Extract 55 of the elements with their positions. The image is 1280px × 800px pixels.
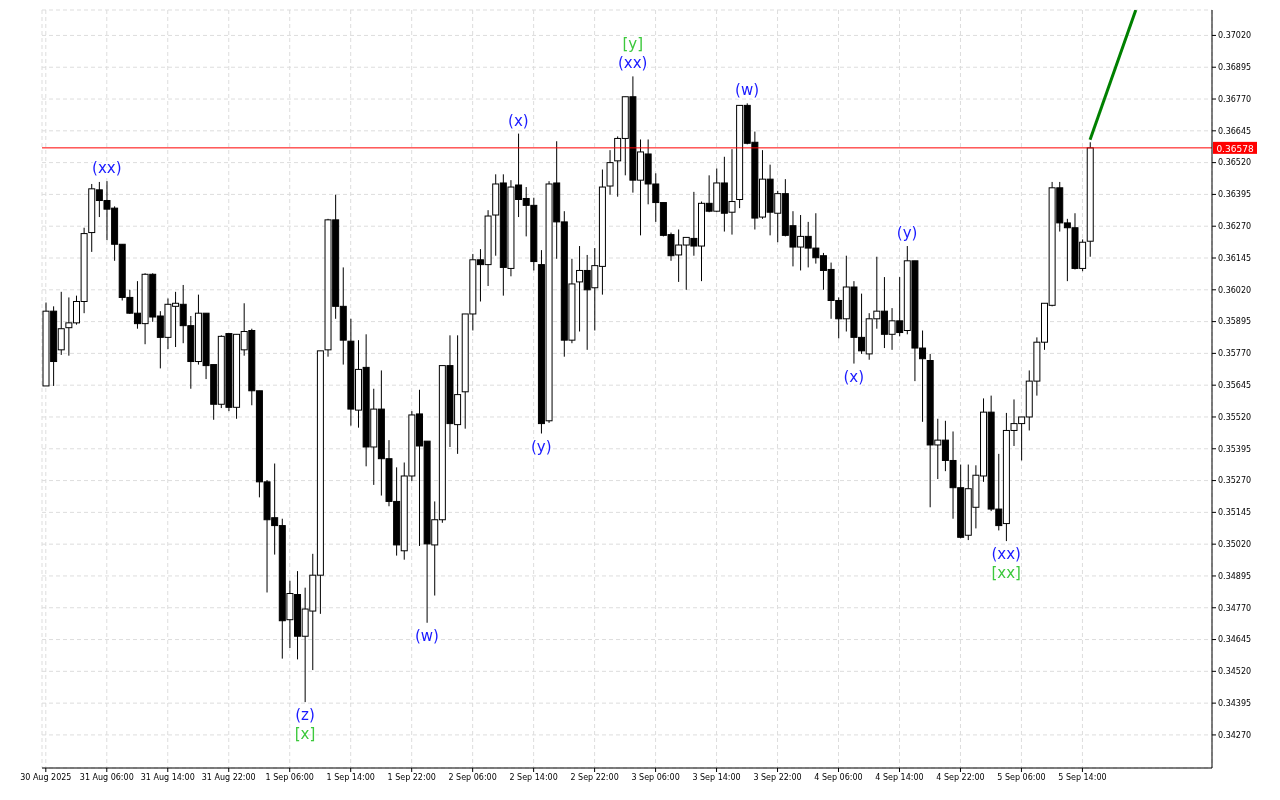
annotation: (x) <box>508 111 529 130</box>
annotation: (xx) <box>617 54 648 73</box>
y-tick-label: 0.37020 <box>1218 31 1252 41</box>
x-tick-label: 3 Sep 06:00 <box>631 772 680 782</box>
ref-line-label: 0.36578 <box>1216 143 1254 154</box>
y-tick-label: 0.36645 <box>1218 126 1252 136</box>
x-tick-label: 3 Sep 14:00 <box>692 772 741 782</box>
y-tick-label: 0.35270 <box>1218 476 1252 486</box>
annotation: (w) <box>414 626 439 645</box>
y-tick-label: 0.34645 <box>1218 635 1252 645</box>
y-tick-label: 0.36895 <box>1218 63 1252 73</box>
y-tick-label: 0.34395 <box>1218 698 1252 708</box>
x-tick-label: 30 Aug 2025 <box>20 772 72 782</box>
y-tick-label: 0.34270 <box>1218 730 1252 740</box>
y-tick-label: 0.35520 <box>1218 412 1252 422</box>
annotation: [x] <box>294 725 316 744</box>
y-tick-label: 0.36270 <box>1218 222 1252 232</box>
x-tick-label: 2 Sep 14:00 <box>509 772 558 782</box>
x-tick-label: 3 Sep 22:00 <box>753 772 802 782</box>
x-tick-label: 1 Sep 06:00 <box>265 772 314 782</box>
y-tick-label: 0.36020 <box>1218 285 1252 295</box>
x-tick-label: 31 Aug 22:00 <box>201 772 256 782</box>
annotation: (xx) <box>92 159 122 178</box>
annotation: (y) <box>530 437 552 456</box>
x-tick-label: 4 Sep 22:00 <box>936 772 985 782</box>
y-tick-label: 0.34895 <box>1218 571 1252 581</box>
x-tick-label: 5 Sep 14:00 <box>1058 772 1107 782</box>
annotation: (xx) <box>991 545 1021 564</box>
y-tick-label: 0.35770 <box>1218 349 1252 359</box>
y-tick-label: 0.35145 <box>1218 508 1252 518</box>
annotation: (y) <box>896 224 918 243</box>
y-tick-label: 0.36145 <box>1218 253 1252 263</box>
x-tick-label: 31 Aug 14:00 <box>140 772 195 782</box>
x-tick-label: 4 Sep 14:00 <box>875 772 924 782</box>
annotation: [xx] <box>991 564 1021 583</box>
annotation: (w) <box>735 81 760 100</box>
x-tick-label: 2 Sep 22:00 <box>570 772 619 782</box>
x-tick-label: 31 Aug 06:00 <box>79 772 134 782</box>
y-tick-label: 0.34520 <box>1218 667 1252 677</box>
y-tick-label: 0.35645 <box>1218 381 1252 391</box>
annotation: [y] <box>622 35 644 54</box>
x-tick-label: 5 Sep 06:00 <box>997 772 1046 782</box>
annotation: (x) <box>843 367 865 386</box>
x-tick-label: 4 Sep 06:00 <box>814 772 863 782</box>
y-tick-label: 0.36395 <box>1218 190 1252 200</box>
x-tick-label: 1 Sep 22:00 <box>387 772 436 782</box>
x-tick-label: 2 Sep 06:00 <box>448 772 497 782</box>
y-tick-label: 0.34770 <box>1218 603 1252 613</box>
x-tick-label: 1 Sep 14:00 <box>326 772 375 782</box>
annotation: (z) <box>295 706 315 725</box>
y-tick-label: 0.35895 <box>1218 317 1252 327</box>
y-tick-label: 0.36520 <box>1218 158 1252 168</box>
y-tick-label: 0.36770 <box>1218 94 1252 104</box>
y-tick-label: 0.35020 <box>1218 540 1252 549</box>
y-tick-label: 0.35395 <box>1218 444 1252 454</box>
